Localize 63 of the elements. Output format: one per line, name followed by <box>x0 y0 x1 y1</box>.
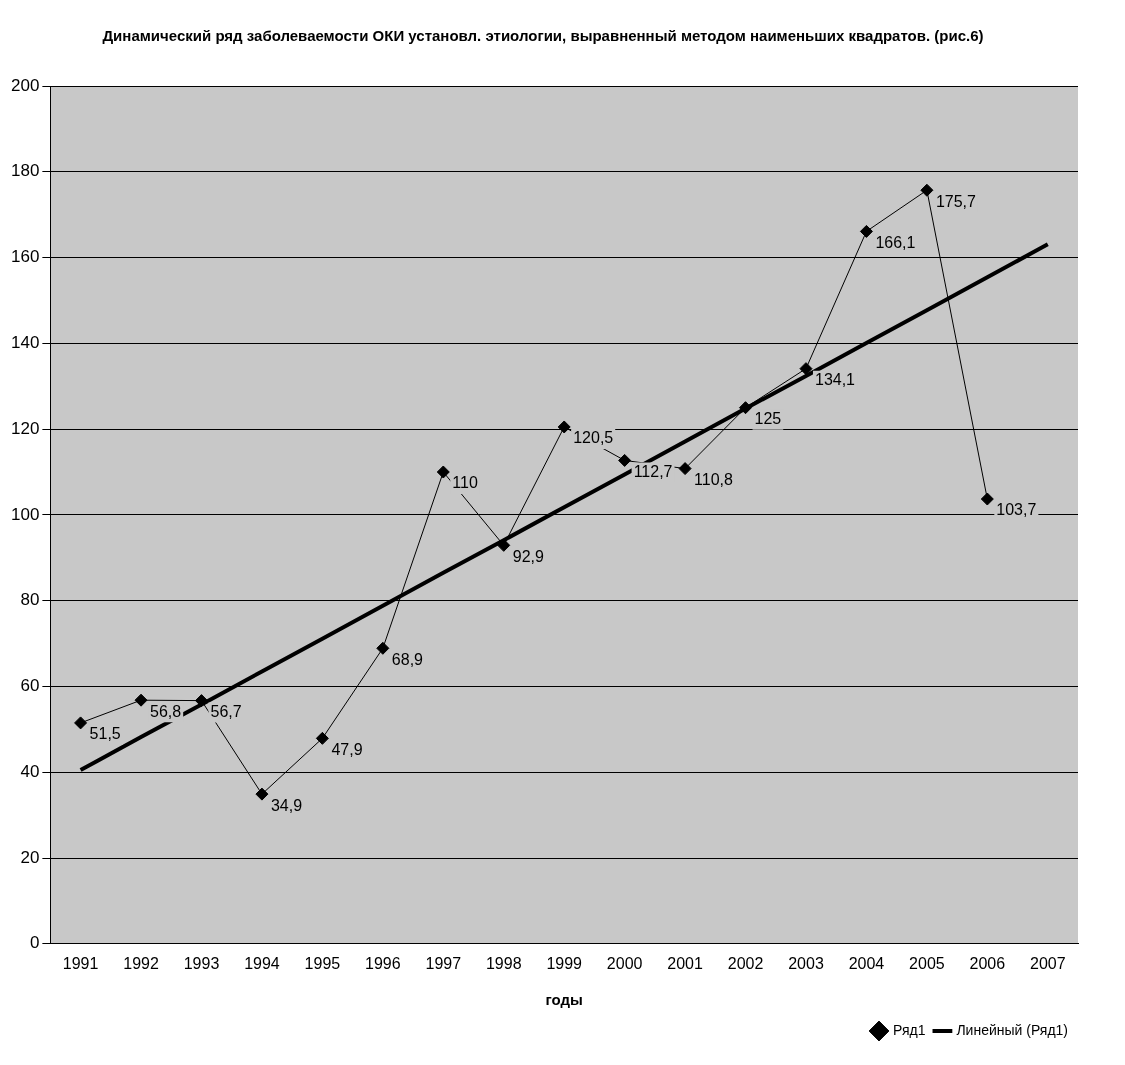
x-tick-label: 1996 <box>365 954 401 972</box>
y-tick-label: 40 <box>20 761 40 781</box>
data-label: 103,7 <box>996 501 1037 519</box>
point <box>376 641 390 655</box>
point <box>980 492 994 506</box>
y-tick-label: 140 <box>10 333 40 353</box>
point <box>194 694 208 708</box>
x-tick-label: 1993 <box>183 954 220 972</box>
y-tick-label: 60 <box>20 676 40 696</box>
legend-label: Линейный (Ряд1) <box>956 1021 1069 1038</box>
data-label: 112,7 <box>633 462 673 480</box>
x-tick-label: 1999 <box>546 954 583 972</box>
x-tick-label: 2007 <box>1029 954 1066 972</box>
x-tick-label: 1991 <box>62 954 99 972</box>
data-label: 92,9 <box>512 547 544 565</box>
x-tick-label: 2006 <box>969 954 1006 972</box>
x-tick-label: 2001 <box>667 954 703 972</box>
x-tick-label: 1994 <box>244 954 280 972</box>
data-label: 110,8 <box>694 470 734 488</box>
x-tick-label: 2005 <box>909 954 945 972</box>
y-tick-label: 160 <box>10 247 40 267</box>
point <box>920 183 934 197</box>
point <box>557 420 571 434</box>
data-label: 120,5 <box>573 429 614 447</box>
x-tick-label: 2002 <box>727 954 764 972</box>
data-label: 56,8 <box>150 702 182 720</box>
y-tick-label: 80 <box>20 590 40 610</box>
y-tick-label: 180 <box>10 161 40 181</box>
data-label: 34,9 <box>270 796 303 814</box>
data-label: 166,1 <box>875 233 916 251</box>
data-label: 56,7 <box>210 703 242 721</box>
data-label: 175,7 <box>935 192 977 210</box>
x-tick-label: 1995 <box>304 954 341 972</box>
x-tick-label: 1997 <box>425 954 462 972</box>
point <box>134 693 148 707</box>
x-axis-title: годы <box>545 991 583 1009</box>
chart-title: Динамический ряд заболеваемости ОКИ установл. этиологии, выравненный методом наименьших квадратов. (рис.6) <box>102 27 984 45</box>
y-tick-label: 100 <box>10 504 40 524</box>
point <box>315 731 329 745</box>
data-label: 125 <box>754 410 782 428</box>
point <box>739 401 753 415</box>
point <box>678 462 692 476</box>
x-tick-label: 1992 <box>123 954 159 972</box>
point <box>859 224 873 238</box>
data-label: 134,1 <box>814 371 856 389</box>
point <box>618 453 632 467</box>
y-tick-label: 120 <box>10 418 40 438</box>
x-tick-label: 2003 <box>788 954 824 972</box>
data-label: 47,9 <box>331 740 363 758</box>
data-label: 51,5 <box>89 725 121 743</box>
data-label: 110 <box>452 474 478 492</box>
x-tick-label: 1998 <box>485 954 522 972</box>
y-tick-label: 0 <box>29 933 40 953</box>
x-tick-label: 2004 <box>848 954 885 972</box>
point <box>799 362 813 376</box>
point <box>255 787 269 801</box>
point <box>74 716 88 730</box>
legend-label: Ряд1 <box>893 1021 926 1038</box>
point <box>436 465 450 479</box>
data-label: 68,9 <box>391 650 424 668</box>
x-tick-label: 2000 <box>606 954 643 972</box>
y-tick-label: 200 <box>10 75 40 95</box>
y-tick-label: 20 <box>20 847 40 867</box>
